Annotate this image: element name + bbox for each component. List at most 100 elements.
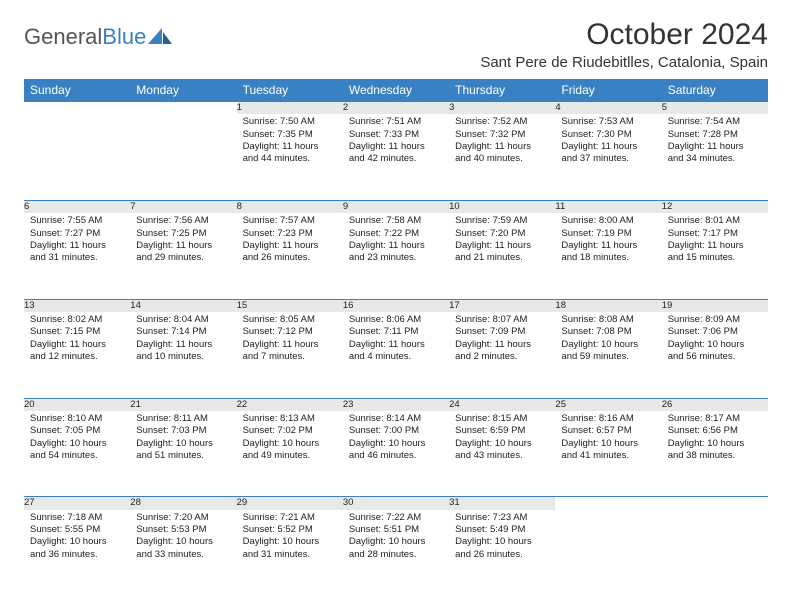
day-cell: Sunrise: 8:01 AMSunset: 7:17 PMDaylight:… (662, 213, 768, 299)
day-cell: Sunrise: 7:56 AMSunset: 7:25 PMDaylight:… (130, 213, 236, 299)
daylight-line: Daylight: 10 hours and 31 minutes. (243, 536, 337, 561)
day-cell-body: Sunrise: 8:05 AMSunset: 7:12 PMDaylight:… (237, 312, 343, 367)
daylight-line: Daylight: 10 hours and 51 minutes. (136, 438, 230, 463)
logo: GeneralBlue (24, 24, 174, 50)
day-cell (662, 510, 768, 596)
sunrise-line: Sunrise: 8:02 AM (30, 314, 124, 326)
sunset-line: Sunset: 6:56 PM (668, 425, 762, 437)
sunset-line: Sunset: 5:51 PM (349, 524, 443, 536)
day-cell (130, 114, 236, 200)
sunset-line: Sunset: 5:52 PM (243, 524, 337, 536)
sunrise-line: Sunrise: 8:09 AM (668, 314, 762, 326)
daylight-line: Daylight: 11 hours and 21 minutes. (455, 240, 549, 265)
week-body-row: Sunrise: 8:10 AMSunset: 7:05 PMDaylight:… (24, 411, 768, 497)
day-cell-body: Sunrise: 7:20 AMSunset: 5:53 PMDaylight:… (130, 510, 236, 565)
daylight-line: Daylight: 11 hours and 15 minutes. (668, 240, 762, 265)
day-cell-body: Sunrise: 8:14 AMSunset: 7:00 PMDaylight:… (343, 411, 449, 466)
sail-icon (148, 28, 174, 46)
sunset-line: Sunset: 7:05 PM (30, 425, 124, 437)
day-number: 11 (555, 200, 661, 213)
day-number: 7 (130, 200, 236, 213)
daylight-line: Daylight: 11 hours and 29 minutes. (136, 240, 230, 265)
day-number: 9 (343, 200, 449, 213)
sunrise-line: Sunrise: 7:56 AM (136, 215, 230, 227)
week-number-row: 2728293031 (24, 497, 768, 510)
day-number: 10 (449, 200, 555, 213)
sunset-line: Sunset: 7:15 PM (30, 326, 124, 338)
day-number: 15 (237, 299, 343, 312)
sunrise-line: Sunrise: 8:16 AM (561, 413, 655, 425)
week-body-row: Sunrise: 8:02 AMSunset: 7:15 PMDaylight:… (24, 312, 768, 398)
daylight-line: Daylight: 11 hours and 23 minutes. (349, 240, 443, 265)
daylight-line: Daylight: 10 hours and 59 minutes. (561, 339, 655, 364)
sunset-line: Sunset: 7:19 PM (561, 228, 655, 240)
sunrise-line: Sunrise: 8:08 AM (561, 314, 655, 326)
sunrise-line: Sunrise: 7:52 AM (455, 116, 549, 128)
sunset-line: Sunset: 7:00 PM (349, 425, 443, 437)
sunrise-line: Sunrise: 7:18 AM (30, 512, 124, 524)
day-header: Friday (555, 79, 661, 102)
daylight-line: Daylight: 10 hours and 41 minutes. (561, 438, 655, 463)
day-cell: Sunrise: 7:57 AMSunset: 7:23 PMDaylight:… (237, 213, 343, 299)
day-number: 28 (130, 497, 236, 510)
day-cell-body: Sunrise: 8:17 AMSunset: 6:56 PMDaylight:… (662, 411, 768, 466)
day-header-row: SundayMondayTuesdayWednesdayThursdayFrid… (24, 79, 768, 102)
sunrise-line: Sunrise: 7:55 AM (30, 215, 124, 227)
day-number-empty (130, 102, 236, 115)
sunrise-line: Sunrise: 7:50 AM (243, 116, 337, 128)
day-number: 25 (555, 398, 661, 411)
sunrise-line: Sunrise: 8:13 AM (243, 413, 337, 425)
location: Sant Pere de Riudebitlles, Catalonia, Sp… (480, 54, 768, 71)
logo-text: GeneralBlue (24, 24, 146, 50)
day-number: 30 (343, 497, 449, 510)
day-number: 14 (130, 299, 236, 312)
day-cell-body: Sunrise: 7:21 AMSunset: 5:52 PMDaylight:… (237, 510, 343, 565)
sunrise-line: Sunrise: 8:17 AM (668, 413, 762, 425)
day-header: Monday (130, 79, 236, 102)
day-cell: Sunrise: 8:17 AMSunset: 6:56 PMDaylight:… (662, 411, 768, 497)
daylight-line: Daylight: 11 hours and 44 minutes. (243, 141, 337, 166)
day-cell: Sunrise: 8:06 AMSunset: 7:11 PMDaylight:… (343, 312, 449, 398)
title-block: October 2024 Sant Pere de Riudebitlles, … (480, 18, 768, 71)
sunrise-line: Sunrise: 8:07 AM (455, 314, 549, 326)
day-cell-body: Sunrise: 7:18 AMSunset: 5:55 PMDaylight:… (24, 510, 130, 565)
day-cell-body: Sunrise: 7:51 AMSunset: 7:33 PMDaylight:… (343, 114, 449, 169)
day-cell-body: Sunrise: 8:09 AMSunset: 7:06 PMDaylight:… (662, 312, 768, 367)
day-number: 20 (24, 398, 130, 411)
day-cell: Sunrise: 8:16 AMSunset: 6:57 PMDaylight:… (555, 411, 661, 497)
day-cell: Sunrise: 7:54 AMSunset: 7:28 PMDaylight:… (662, 114, 768, 200)
day-number: 13 (24, 299, 130, 312)
day-number: 21 (130, 398, 236, 411)
day-cell: Sunrise: 8:11 AMSunset: 7:03 PMDaylight:… (130, 411, 236, 497)
day-number: 12 (662, 200, 768, 213)
day-cell: Sunrise: 8:09 AMSunset: 7:06 PMDaylight:… (662, 312, 768, 398)
day-number: 23 (343, 398, 449, 411)
day-cell: Sunrise: 7:21 AMSunset: 5:52 PMDaylight:… (237, 510, 343, 596)
daylight-line: Daylight: 11 hours and 42 minutes. (349, 141, 443, 166)
day-cell-body: Sunrise: 7:50 AMSunset: 7:35 PMDaylight:… (237, 114, 343, 169)
day-cell-body: Sunrise: 8:08 AMSunset: 7:08 PMDaylight:… (555, 312, 661, 367)
daylight-line: Daylight: 11 hours and 12 minutes. (30, 339, 124, 364)
sunset-line: Sunset: 7:33 PM (349, 129, 443, 141)
day-cell-body: Sunrise: 7:54 AMSunset: 7:28 PMDaylight:… (662, 114, 768, 169)
day-cell-body: Sunrise: 7:22 AMSunset: 5:51 PMDaylight:… (343, 510, 449, 565)
sunrise-line: Sunrise: 8:14 AM (349, 413, 443, 425)
week-body-row: Sunrise: 7:55 AMSunset: 7:27 PMDaylight:… (24, 213, 768, 299)
day-number: 22 (237, 398, 343, 411)
sunset-line: Sunset: 7:28 PM (668, 129, 762, 141)
day-cell-body: Sunrise: 8:13 AMSunset: 7:02 PMDaylight:… (237, 411, 343, 466)
day-cell-body: Sunrise: 7:58 AMSunset: 7:22 PMDaylight:… (343, 213, 449, 268)
sunset-line: Sunset: 7:09 PM (455, 326, 549, 338)
day-number-empty (24, 102, 130, 115)
sunset-line: Sunset: 7:20 PM (455, 228, 549, 240)
daylight-line: Daylight: 11 hours and 26 minutes. (243, 240, 337, 265)
day-number: 19 (662, 299, 768, 312)
day-cell-body: Sunrise: 8:10 AMSunset: 7:05 PMDaylight:… (24, 411, 130, 466)
day-cell: Sunrise: 8:05 AMSunset: 7:12 PMDaylight:… (237, 312, 343, 398)
day-cell: Sunrise: 8:13 AMSunset: 7:02 PMDaylight:… (237, 411, 343, 497)
daylight-line: Daylight: 10 hours and 38 minutes. (668, 438, 762, 463)
sunrise-line: Sunrise: 7:21 AM (243, 512, 337, 524)
week-number-row: 12345 (24, 102, 768, 115)
daylight-line: Daylight: 10 hours and 33 minutes. (136, 536, 230, 561)
week-body-row: Sunrise: 7:18 AMSunset: 5:55 PMDaylight:… (24, 510, 768, 596)
